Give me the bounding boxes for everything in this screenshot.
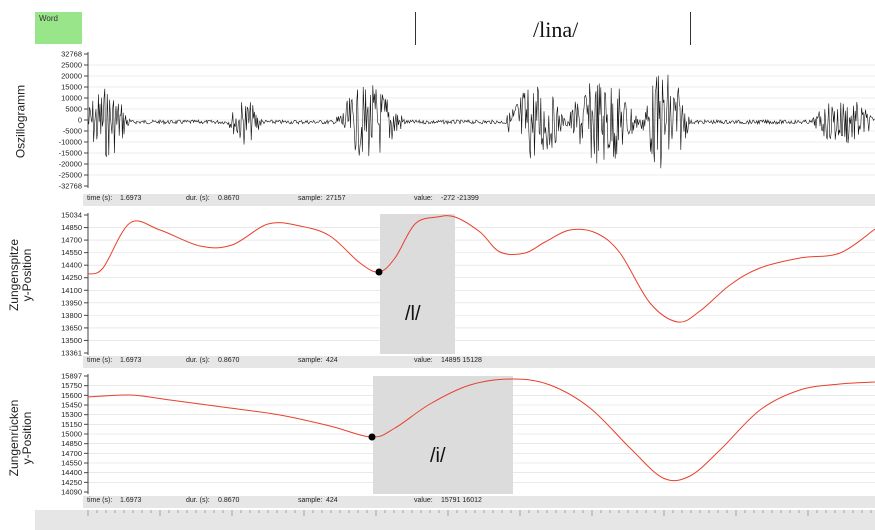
tongue-tip-trajectory	[87, 215, 875, 323]
segment-i-label: /i/	[430, 445, 446, 467]
oscillogram-grid	[88, 64, 875, 176]
tongue-back-marker	[368, 433, 376, 441]
tongue-back-tick-label: 15300	[61, 410, 82, 419]
oscillogram-tick-label: 5000	[65, 105, 82, 114]
tongue-tip-tick-label: 13361	[61, 349, 82, 357]
oscillogram-tick-label: -5000	[63, 127, 82, 136]
oscillogram-y-ticks: 32768 25000 20000 15000 10000 5000 0 -5000 -1000…	[59, 50, 89, 191]
tongue-tip-tick-label: 14250	[61, 273, 82, 282]
tongue-tip-tick-label: 13800	[61, 311, 82, 320]
tongue-tip-tick-label: 14400	[61, 261, 82, 270]
tongue-back-y-ticks: 1589715750156001545015300151501500014850…	[61, 372, 89, 497]
tongue-back-status-bar: time (s): 1.6973 dur. (s): 0.8670 sample: 4…	[83, 496, 875, 508]
tongue-tip-tick-label: 15034	[61, 211, 82, 220]
oscillogram-tick-label: 32768	[61, 50, 82, 59]
segment-boundary-start[interactable]	[415, 12, 416, 45]
oscillogram-tick-label: 20000	[61, 72, 82, 81]
oscillogram-tick-label: -20000	[59, 160, 82, 169]
tongue-tip-tick-label: 14550	[61, 248, 82, 257]
time-ruler-ticks	[87, 510, 872, 516]
oscillogram-waveform	[87, 74, 875, 169]
tongue-tip-grid	[88, 227, 875, 341]
oscillogram-tick-label: 10000	[61, 94, 82, 103]
oscillogram-tick-label: -10000	[59, 138, 82, 147]
tongue-tip-tick-label: 13650	[61, 323, 82, 332]
oscillogram-panel[interactable]: 32768 25000 20000 15000 10000 5000 0 -5000 -1000…	[0, 46, 875, 194]
tongue-tip-y-ticks: 15034 14850 14700 14550 14400 14250 14100 13950…	[61, 211, 89, 357]
tongue-back-tick-label: 14400	[61, 468, 82, 477]
tongue-tip-tick-label: 13950	[61, 298, 82, 307]
word-tier-label: Word	[35, 12, 82, 44]
tongue-back-tick-label: 14550	[61, 459, 82, 468]
oscillogram-tick-label: -25000	[59, 171, 82, 180]
tongue-back-tick-label: 14090	[61, 488, 82, 497]
tongue-back-tick-label: 14700	[61, 449, 82, 458]
tongue-tip-tick-label: 14700	[61, 236, 82, 245]
tongue-back-tick-label: 14250	[61, 478, 82, 487]
tongue-back-grid	[88, 385, 875, 483]
tongue-back-tick-label: 15000	[61, 430, 82, 439]
tongue-back-tick-label: 15600	[61, 391, 82, 400]
tongue-tip-marker	[375, 268, 383, 276]
oscillogram-tick-label: -15000	[59, 149, 82, 158]
tongue-tip-tick-label: 14100	[61, 286, 82, 295]
tongue-back-tick-label: 15897	[61, 372, 82, 381]
oscillogram-tick-label: 0	[78, 116, 82, 125]
tongue-back-tick-label: 15450	[61, 401, 82, 410]
tongue-back-tick-label: 14850	[61, 439, 82, 448]
tongue-back-trajectory	[87, 378, 875, 482]
oscillogram-tick-label: 15000	[61, 83, 82, 92]
segment-l-label: /l/	[405, 303, 421, 325]
tongue-back-panel[interactable]: 1589715750156001545015300151501500014850…	[0, 370, 875, 496]
tongue-back-tick-label: 15150	[61, 420, 82, 429]
segment-l-shading	[380, 214, 455, 354]
tongue-back-tick-label: 15750	[61, 381, 82, 390]
tongue-tip-tick-label: 14850	[61, 223, 82, 232]
oscillogram-status-bar: time (s): 1.6973 dur. (s): 0.8670 sample: 2…	[83, 194, 875, 206]
tongue-tip-tick-label: 13500	[61, 336, 82, 345]
segment-boundary-end[interactable]	[690, 12, 691, 45]
tongue-tip-panel[interactable]: 15034 14850 14700 14550 14400 14250 14100 13950…	[0, 208, 875, 356]
oscillogram-tick-label: -32768	[59, 182, 82, 191]
word-tier[interactable]: Word /lina/	[0, 0, 875, 46]
word-segment-text: /lina/	[533, 17, 579, 42]
tongue-tip-status-bar: time (s): 1.6973 dur. (s): 0.8670 sample: 4…	[83, 356, 875, 368]
time-ruler[interactable]	[0, 510, 875, 530]
segment-i-shading	[373, 376, 513, 494]
oscillogram-tick-label: 25000	[61, 61, 82, 70]
